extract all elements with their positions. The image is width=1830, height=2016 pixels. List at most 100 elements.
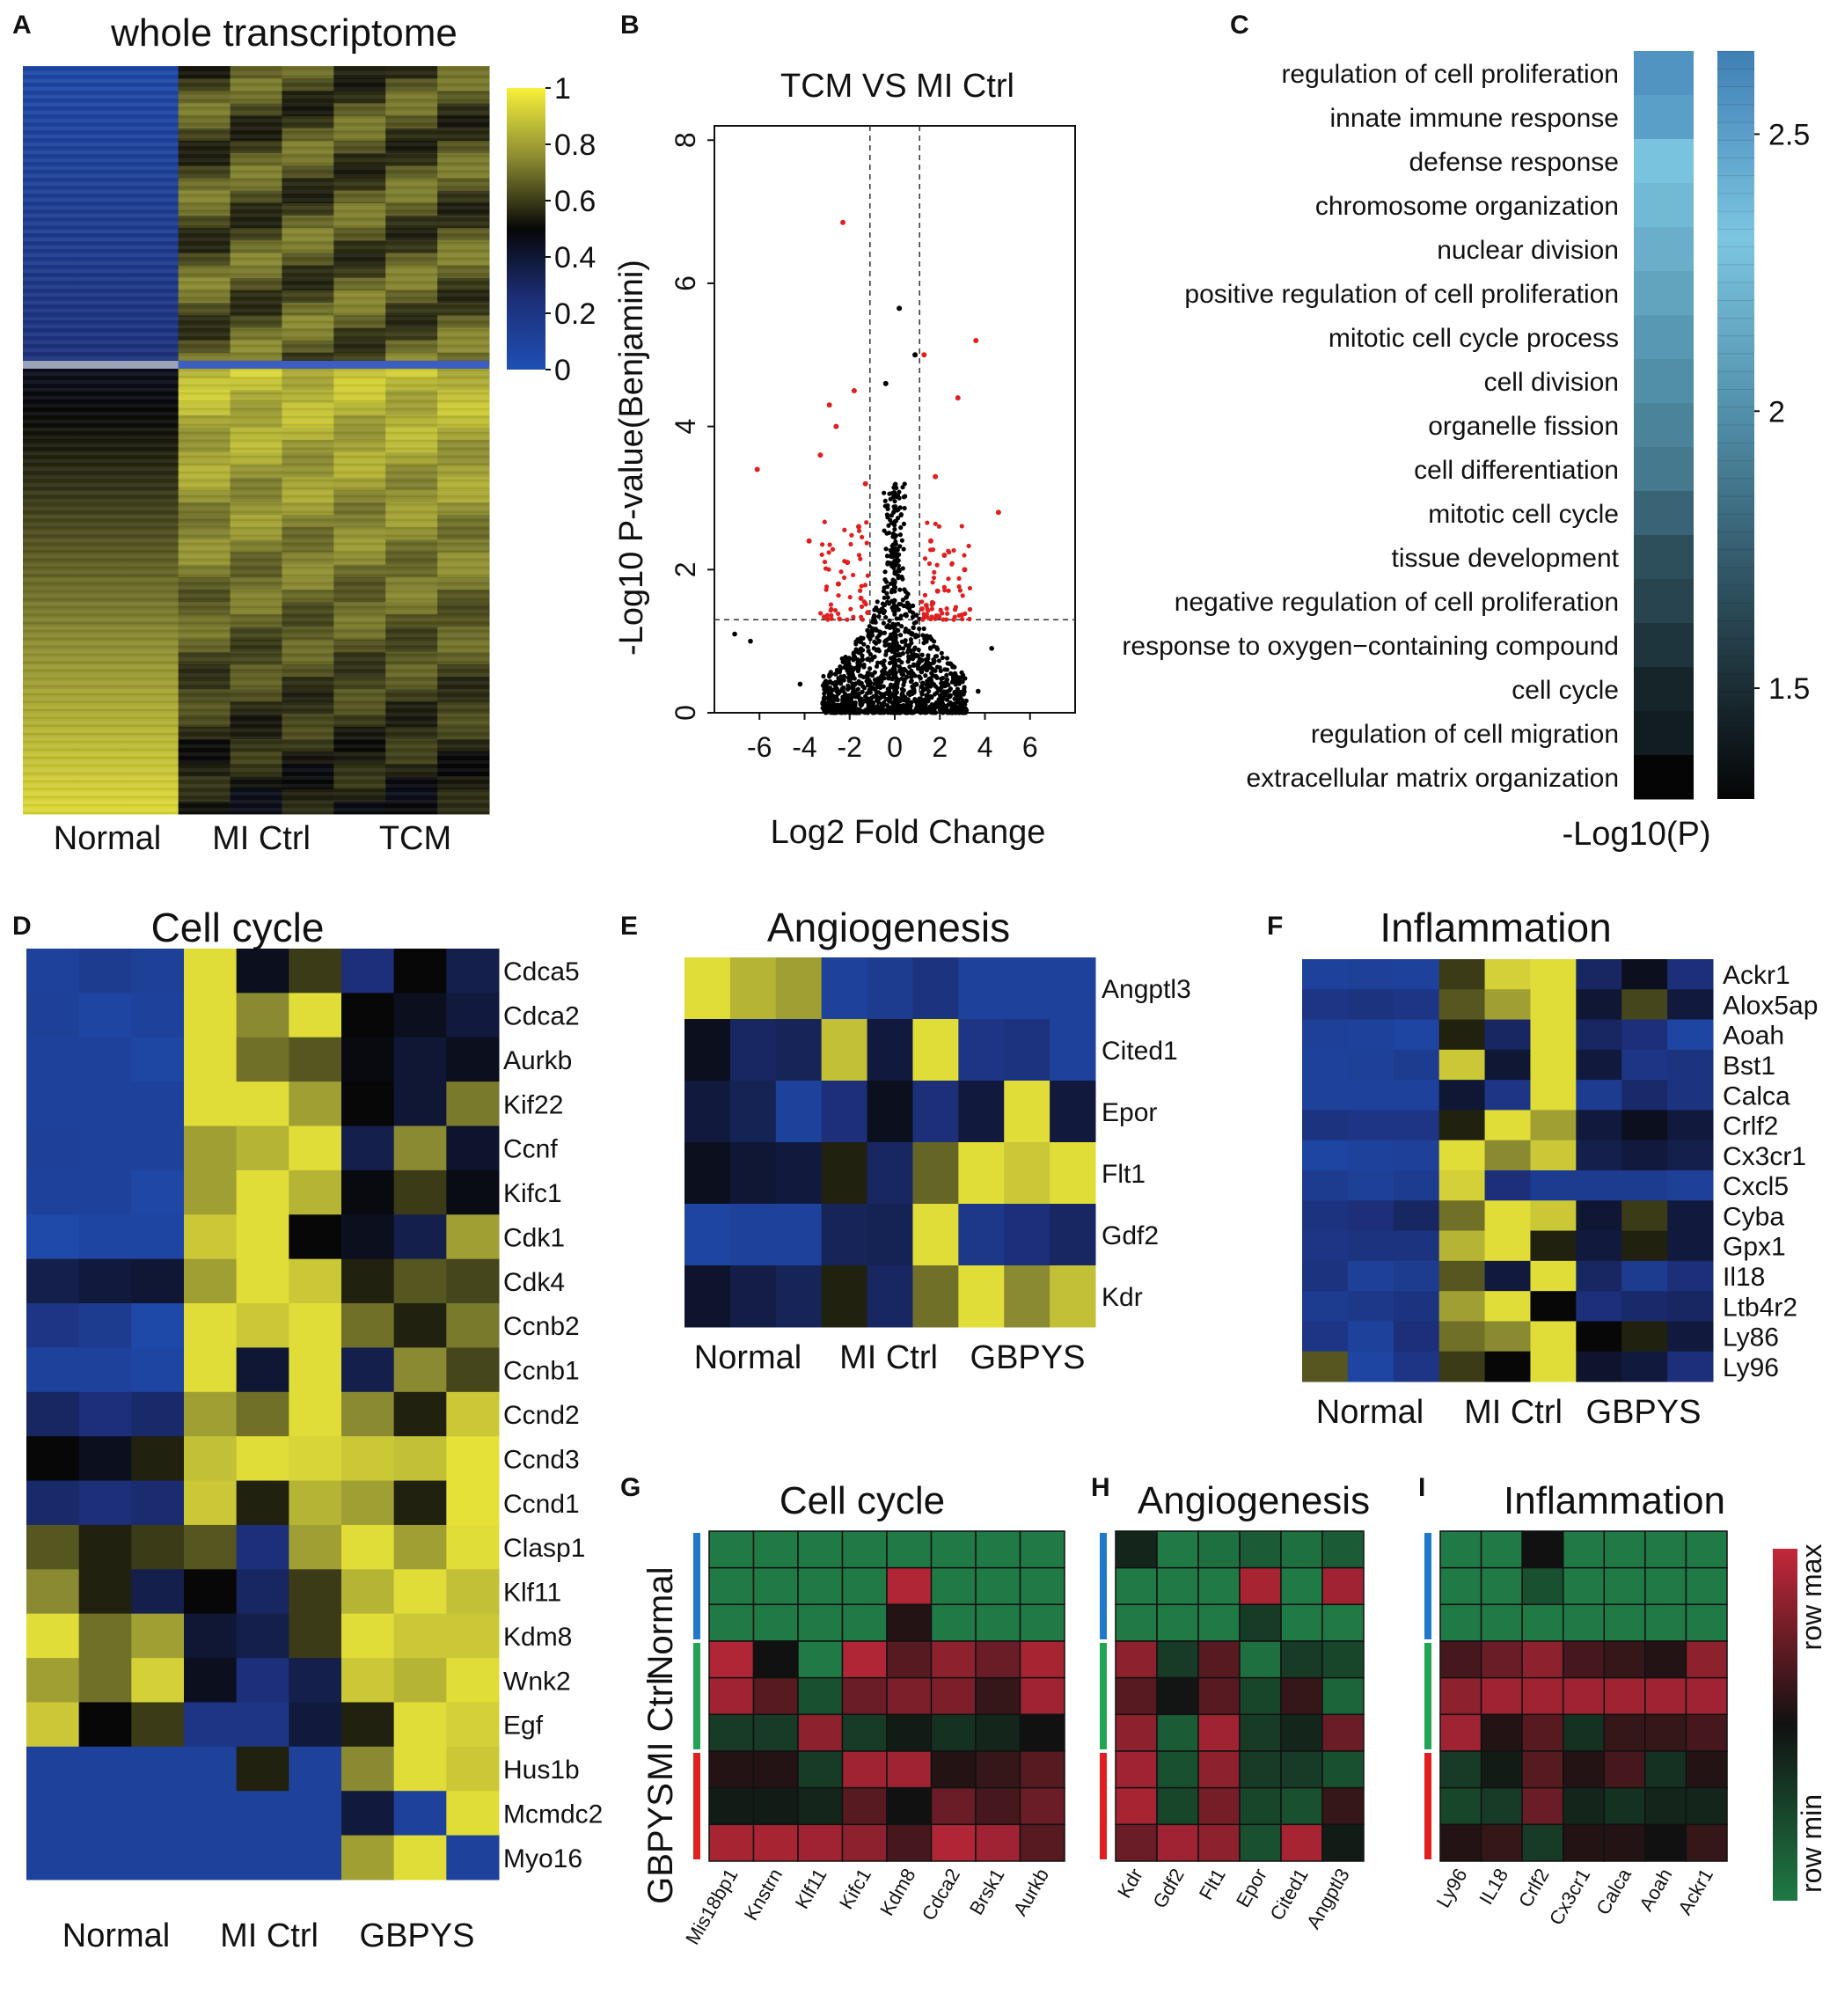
gene-label: Alox5ap bbox=[1723, 991, 1818, 1020]
volcano-point bbox=[944, 656, 950, 661]
volcano-point bbox=[903, 612, 908, 618]
heatmap-cell bbox=[289, 1524, 342, 1570]
volcano-point bbox=[875, 699, 881, 704]
volcano-point-significant bbox=[864, 520, 869, 525]
volcano-point bbox=[897, 644, 902, 649]
heatmap-cell bbox=[26, 1391, 80, 1437]
volcano-point-significant bbox=[934, 562, 940, 568]
column-label: Knstrn bbox=[740, 1865, 787, 1924]
heatmap-cell bbox=[341, 993, 395, 1038]
volcano-point bbox=[827, 685, 833, 691]
volcano-point bbox=[869, 709, 875, 715]
volcano-point bbox=[930, 666, 935, 672]
volcano-point bbox=[928, 676, 933, 681]
volcano-point bbox=[828, 671, 834, 677]
volcano-point bbox=[919, 703, 924, 709]
heatmap-cell bbox=[289, 1791, 342, 1836]
heatmap-cell bbox=[1667, 1170, 1714, 1201]
heatmap-cell bbox=[78, 1258, 132, 1304]
panel-h: Angiogenesis Kdr Gdf2 Flt1 EporCited1Angptl… bbox=[1100, 1479, 1370, 1932]
heatmap-cell bbox=[912, 957, 959, 1020]
heatmap-cell bbox=[1484, 1019, 1531, 1051]
volcano-point-labeled bbox=[962, 567, 968, 573]
gene-label: Aoah bbox=[1723, 1022, 1784, 1051]
volcano-point bbox=[865, 656, 870, 662]
volcano-point bbox=[926, 688, 932, 694]
heatmap-cell bbox=[236, 1214, 289, 1260]
volcano-point bbox=[882, 700, 887, 705]
gene-label: Epor bbox=[1102, 1098, 1157, 1127]
heatmap-cell bbox=[1019, 1823, 1065, 1862]
volcano-point bbox=[911, 625, 916, 631]
colorbar-label-a: 1 bbox=[554, 72, 571, 106]
heatmap-cell bbox=[341, 949, 395, 993]
heatmap-cell bbox=[975, 1713, 1021, 1752]
volcano-point bbox=[897, 616, 903, 621]
heatmap-cell bbox=[184, 1746, 238, 1792]
heatmap-cell bbox=[1115, 1603, 1158, 1642]
heatmap-cell bbox=[341, 1258, 395, 1304]
term-label-c: regulation of cell migration bbox=[1311, 720, 1619, 749]
x-tick-label-b: -4 bbox=[792, 731, 816, 763]
heatmap-cell bbox=[289, 1480, 342, 1526]
volcano-point-significant bbox=[858, 588, 863, 593]
heatmap-cell bbox=[131, 1569, 185, 1615]
heatmap-cell bbox=[26, 1746, 80, 1792]
volcano-point bbox=[929, 671, 934, 676]
volcano-point bbox=[892, 507, 897, 512]
heatmap-cell bbox=[78, 1303, 132, 1348]
volcano-point-significant bbox=[956, 584, 962, 590]
volcano-point-significant bbox=[926, 561, 933, 567]
volcano-point bbox=[901, 698, 906, 703]
heatmap-cell bbox=[1484, 959, 1531, 990]
volcano-point-significant bbox=[919, 599, 925, 605]
heatmap-cell bbox=[1004, 1081, 1050, 1143]
heatmap-cell bbox=[797, 1603, 844, 1642]
heatmap-cell bbox=[1439, 1566, 1482, 1606]
group-label-a-2: TCM bbox=[379, 820, 451, 857]
volcano-point bbox=[914, 700, 919, 705]
term-label-c: negative regulation of cell proliferatio… bbox=[1175, 588, 1619, 617]
heatmap-cell bbox=[446, 1081, 500, 1127]
heatmap-cell bbox=[236, 1613, 289, 1659]
heatmap-cell bbox=[184, 1436, 238, 1482]
heatmap-cell bbox=[236, 1258, 289, 1304]
heatmap-cell bbox=[446, 1835, 500, 1880]
heatmap-cell bbox=[26, 949, 80, 993]
heatmap-cell bbox=[958, 1019, 1005, 1081]
heatmap-cell bbox=[1438, 1321, 1486, 1353]
heatmap-cell bbox=[1302, 1200, 1349, 1232]
heatmap-cell bbox=[1484, 1291, 1531, 1322]
heatmap-cell bbox=[1156, 1566, 1199, 1606]
volcano-point-significant bbox=[940, 611, 945, 616]
volcano-point bbox=[874, 663, 880, 669]
heatmap-cell bbox=[1239, 1566, 1282, 1606]
volcano-point-significant bbox=[922, 592, 928, 597]
heatmap-cell bbox=[131, 1480, 185, 1526]
volcano-point-significant bbox=[841, 575, 847, 581]
rg-colorbar: row max row min bbox=[1773, 1544, 1827, 1901]
panel-c-colorbar: 2.5 2 1.5 bbox=[1717, 50, 1810, 799]
volcano-point-significant bbox=[929, 606, 934, 612]
volcano-point bbox=[882, 498, 888, 503]
heatmap-cell bbox=[797, 1640, 844, 1679]
heatmap-cell bbox=[1667, 1260, 1714, 1292]
heatmap-cell bbox=[886, 1640, 933, 1679]
volcano-point bbox=[861, 641, 867, 647]
heatmap-cell bbox=[1484, 1230, 1531, 1262]
volcano-point bbox=[890, 659, 896, 664]
volcano-point-labeled bbox=[933, 473, 939, 480]
volcano-point bbox=[909, 678, 914, 684]
heatmap-cell bbox=[26, 1569, 80, 1615]
volcano-point bbox=[928, 635, 933, 641]
heatmap-texture-a bbox=[23, 66, 489, 814]
heatmap-cell bbox=[1621, 1110, 1668, 1141]
volcano-point bbox=[892, 498, 897, 504]
volcano-point-significant bbox=[824, 587, 829, 592]
heatmap-cell bbox=[1667, 1140, 1714, 1171]
volcano-point bbox=[888, 695, 893, 701]
column-label: Aoah bbox=[1635, 1865, 1676, 1915]
volcano-point bbox=[898, 512, 904, 518]
